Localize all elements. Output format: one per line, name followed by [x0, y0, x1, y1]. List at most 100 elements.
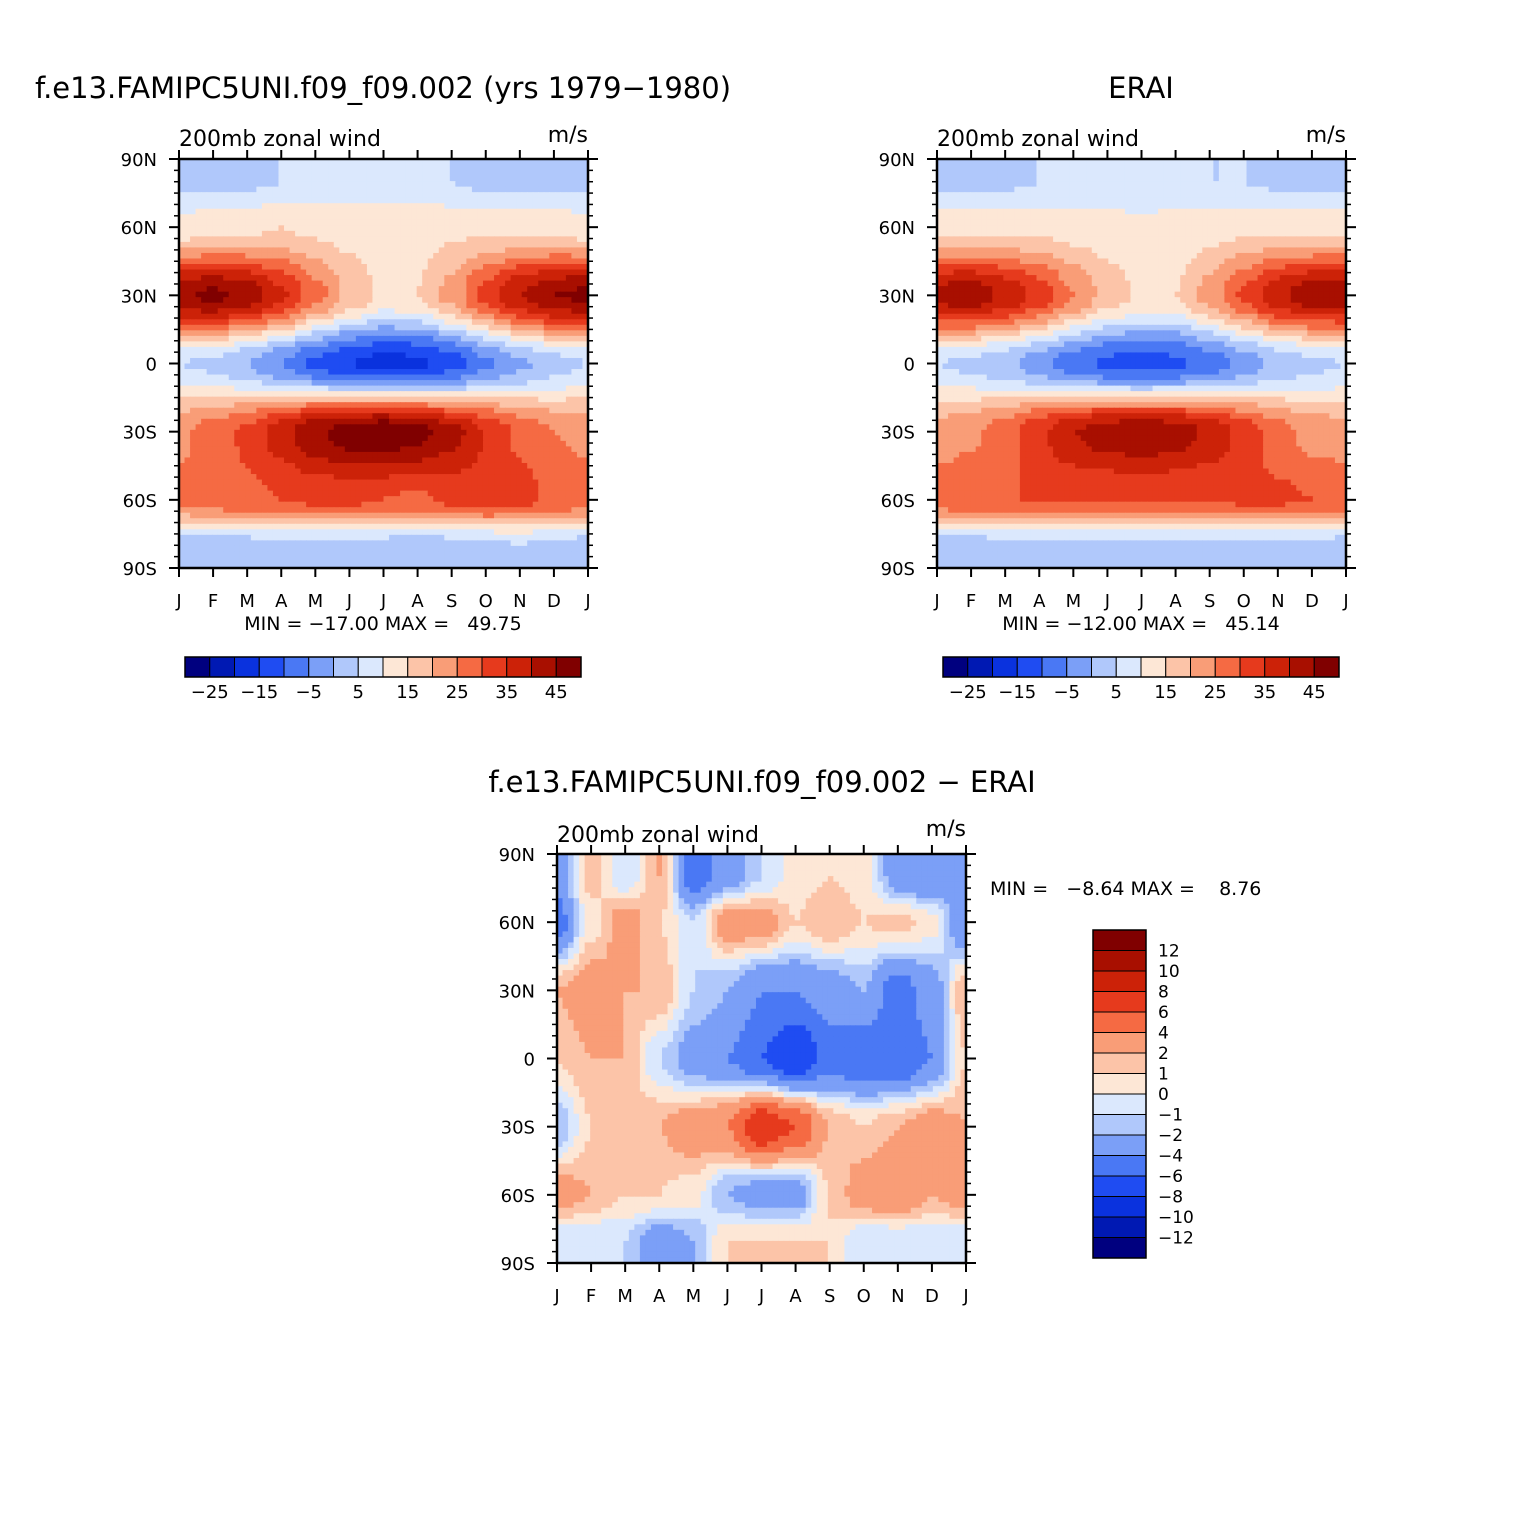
heatmap-cell	[212, 523, 219, 530]
heatmap-cell	[184, 435, 191, 442]
heatmap-cell	[482, 396, 490, 403]
heatmap-cell	[250, 352, 257, 359]
heatmap-cell	[449, 175, 456, 182]
heatmap-cell	[449, 280, 456, 287]
heatmap-cell	[201, 219, 208, 226]
heatmap-cell	[261, 247, 269, 254]
heatmap-cell	[256, 175, 263, 182]
heatmap-cell	[405, 391, 412, 398]
heatmap-cell	[471, 324, 479, 331]
heatmap-cell	[322, 413, 329, 420]
heatmap-cell	[582, 313, 589, 320]
heatmap-cell	[571, 523, 578, 530]
heatmap-cell	[361, 291, 368, 298]
heatmap-cell	[488, 474, 495, 481]
heatmap-cell	[521, 429, 528, 436]
heatmap-cell	[554, 164, 561, 171]
heatmap-cell	[300, 258, 307, 265]
heatmap-cell	[494, 352, 501, 359]
heatmap-cell	[582, 341, 589, 348]
heatmap-cell	[250, 369, 257, 376]
heatmap-cell	[261, 269, 269, 276]
heatmap-cell	[190, 369, 197, 376]
heatmap-cell	[527, 181, 534, 188]
heatmap-cell	[344, 258, 351, 265]
heatmap-cell	[245, 175, 252, 182]
heatmap-cell	[306, 308, 313, 315]
heatmap-cell	[477, 291, 484, 298]
heatmap-cell	[499, 352, 506, 359]
heatmap-cell	[427, 451, 434, 459]
heatmap-cell	[190, 275, 197, 282]
heatmap-cell	[554, 302, 561, 309]
heatmap-cell	[494, 402, 501, 409]
heatmap-cell	[295, 440, 302, 448]
heatmap-cell	[278, 369, 285, 376]
heatmap-cell	[510, 247, 517, 254]
heatmap-cell	[405, 341, 412, 348]
heatmap-cell	[267, 164, 274, 171]
heatmap-cell	[256, 280, 263, 287]
heatmap-cell	[372, 374, 379, 381]
heatmap-cell	[455, 407, 462, 414]
heatmap-cell	[571, 352, 578, 359]
heatmap-cell	[278, 297, 285, 304]
heatmap-cell	[433, 424, 440, 431]
heatmap-cell	[261, 175, 269, 182]
heatmap-cell	[471, 302, 479, 309]
heatmap-cell	[267, 297, 274, 304]
heatmap-cell	[190, 363, 197, 370]
heatmap-cell	[516, 313, 523, 320]
heatmap-cell	[549, 468, 556, 475]
heatmap-cell	[272, 485, 280, 492]
heatmap-cell	[383, 385, 390, 392]
heatmap-cell	[499, 286, 506, 293]
heatmap-cell	[411, 407, 418, 414]
heatmap-cell	[361, 352, 368, 359]
heatmap-cell	[311, 440, 318, 448]
heatmap-cell	[521, 302, 528, 309]
heatmap-cell	[328, 197, 335, 204]
heatmap-cell	[449, 286, 456, 293]
heatmap-cell	[212, 413, 219, 420]
heatmap-cell	[278, 474, 285, 481]
heatmap-cell	[565, 501, 573, 508]
heatmap-cell	[516, 369, 523, 376]
heatmap-cell	[250, 462, 257, 470]
heatmap-cell	[576, 374, 584, 381]
heatmap-cell	[328, 485, 335, 492]
heatmap-cell	[272, 297, 280, 304]
heatmap-cell	[223, 385, 230, 392]
heatmap-cell	[311, 352, 318, 359]
heatmap-cell	[571, 346, 578, 354]
heatmap-cell	[217, 429, 224, 436]
heatmap-cell	[267, 474, 274, 481]
heatmap-cell	[455, 357, 462, 365]
heatmap-cell	[366, 512, 374, 519]
heatmap-cell	[256, 418, 263, 425]
heatmap-cell	[339, 429, 346, 436]
heatmap-cell	[427, 170, 434, 177]
heatmap-cell	[510, 485, 517, 492]
heatmap-cell	[565, 252, 573, 260]
heatmap-cell	[278, 313, 285, 320]
heatmap-cell	[228, 269, 235, 276]
heatmap-cell	[212, 252, 219, 260]
heatmap-cell	[383, 264, 390, 271]
heatmap-cell	[516, 186, 523, 193]
heatmap-cell	[245, 264, 252, 271]
heatmap-cell	[560, 369, 567, 376]
heatmap-cell	[344, 479, 351, 486]
heatmap-cell	[339, 181, 346, 188]
heatmap-cell	[228, 341, 235, 348]
heatmap-cell	[433, 518, 440, 525]
heatmap-cell	[179, 363, 186, 370]
heatmap-cell	[317, 181, 324, 188]
heatmap-cell	[521, 252, 528, 260]
heatmap-cell	[322, 330, 329, 337]
heatmap-cell	[223, 286, 230, 293]
heatmap-cell	[272, 247, 280, 254]
heatmap-cell	[228, 507, 235, 514]
heatmap-cell	[538, 352, 545, 359]
heatmap-cell	[339, 252, 346, 260]
